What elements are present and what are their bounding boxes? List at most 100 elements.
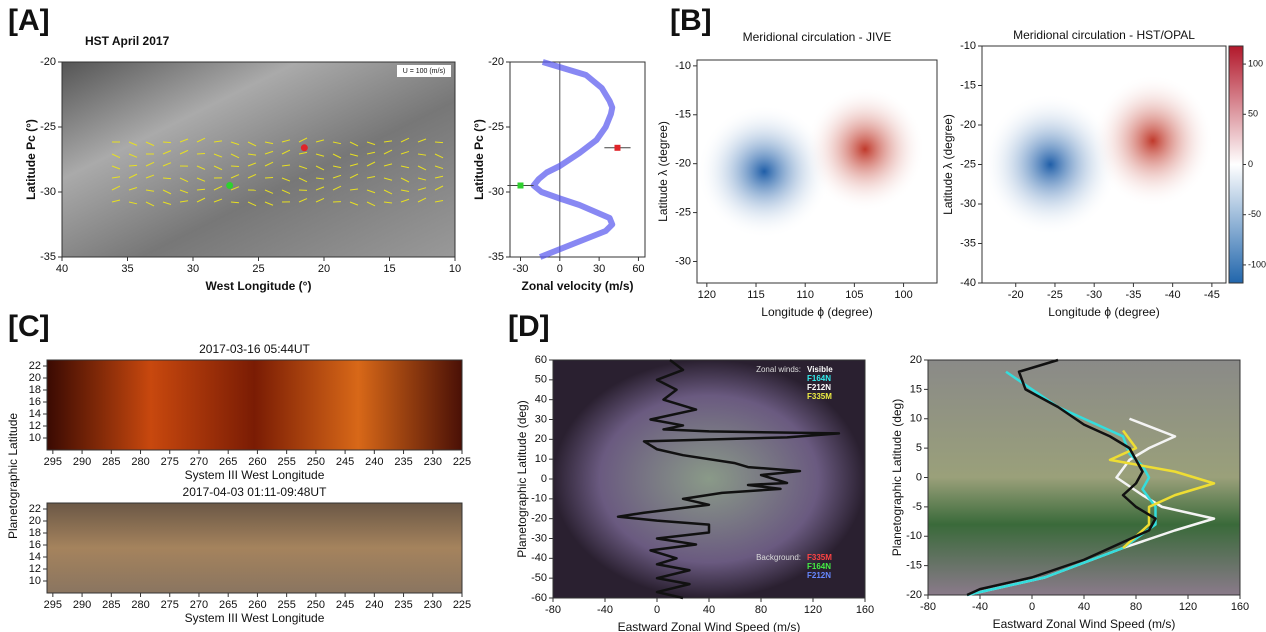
x-axis-label: Longitude ϕ (degree) (1048, 305, 1159, 319)
x-tick-label: 15 (383, 263, 395, 275)
y-tick-label: -5 (912, 501, 922, 513)
marker (301, 144, 308, 151)
x-tick-label: 255 (277, 456, 295, 468)
legend-entry: F335M (807, 392, 832, 401)
y-axis-label: Latitude λ (degree) (941, 114, 955, 215)
y-tick-label: -25 (40, 121, 56, 133)
colorbar-tick-label: -100 (1248, 259, 1266, 269)
y-tick-label: 22 (29, 503, 41, 515)
y-tick-label: 0 (916, 471, 922, 483)
y-tick-label: 20 (29, 372, 41, 384)
colorbar-tick-label: 50 (1248, 109, 1258, 119)
x-tick-label: 30 (187, 263, 199, 275)
x-tick-label: 285 (102, 456, 120, 468)
y-tick-label: 10 (29, 575, 41, 587)
x-tick-label: 285 (102, 599, 120, 611)
legend-entry: F212N (807, 571, 831, 580)
y-tick-label: -25 (960, 158, 976, 170)
x-tick-label: 115 (747, 289, 765, 301)
y-tick-label: 40 (535, 394, 547, 406)
x-tick-label: 250 (307, 456, 325, 468)
x-tick-label: 295 (44, 456, 62, 468)
x-tick-label: 120 (1179, 601, 1197, 613)
x-tick-label: 35 (121, 263, 133, 275)
x-tick-label: 235 (394, 599, 412, 611)
legend-entry: Visible (807, 365, 833, 374)
y-tick-label: 12 (29, 563, 41, 575)
y-tick-label: -50 (531, 572, 547, 584)
x-tick-label: 270 (190, 456, 208, 468)
y-tick-label: -40 (531, 552, 547, 564)
plot-background (47, 503, 462, 593)
x-axis-label: System III West Longitude (185, 468, 325, 482)
x-tick-label: 100 (894, 289, 912, 301)
y-tick-label: -20 (960, 119, 976, 131)
x-axis-label: Eastward Zonal Wind Speed (m/s) (618, 620, 801, 632)
x-tick-label: 230 (424, 456, 442, 468)
field-blob (805, 87, 925, 212)
y-tick-label: -20 (675, 158, 691, 170)
x-tick-label: 255 (277, 599, 295, 611)
y-tick-label: 0 (541, 473, 547, 485)
y-axis-label: Latitude Pc (°) (472, 119, 486, 200)
legend-title: Background: (756, 553, 801, 562)
x-tick-label: -80 (920, 601, 936, 613)
y-tick-label: -30 (675, 255, 691, 267)
panel-label: [C] (8, 310, 50, 343)
y-tick-label: -20 (40, 56, 56, 68)
y-tick-label: 18 (29, 527, 41, 539)
x-axis-label: Longitude ϕ (degree) (761, 305, 872, 319)
x-axis-label: System III West Longitude (185, 611, 325, 625)
y-tick-label: -35 (488, 251, 504, 263)
x-tick-label: 225 (453, 599, 471, 611)
panel-label: [B] (670, 4, 712, 37)
y-tick-label: 14 (29, 408, 41, 420)
x-tick-label: -30 (513, 263, 529, 275)
x-tick-label: -25 (1047, 289, 1063, 301)
y-tick-label: -30 (531, 532, 547, 544)
legend-entry: F164N (807, 374, 831, 383)
x-tick-label: 160 (856, 604, 874, 616)
x-tick-label: -80 (545, 604, 561, 616)
y-tick-label: 12 (29, 420, 41, 432)
x-tick-label: 0 (557, 263, 563, 275)
y-tick-label: 16 (29, 396, 41, 408)
y-tick-label: -15 (960, 79, 976, 91)
x-tick-label: 240 (365, 599, 383, 611)
point (517, 183, 523, 189)
y-tick-label: 5 (916, 442, 922, 454)
x-tick-label: 260 (248, 599, 266, 611)
y-tick-label: -30 (960, 198, 976, 210)
x-tick-label: 80 (1130, 601, 1142, 613)
y-tick-label: 18 (29, 384, 41, 396)
wind-vector (163, 142, 171, 143)
plot-background (47, 360, 462, 450)
plot-background (510, 62, 645, 257)
legend-title: Zonal winds: (756, 365, 801, 374)
y-axis-label: Latitude λ (degree) (656, 121, 670, 222)
panel-label: [A] (8, 4, 50, 37)
plot-title: Meridional circulation - HST/OPAL (1013, 28, 1195, 42)
x-tick-label: 225 (453, 456, 471, 468)
colorbar-tick-label: 0 (1248, 159, 1253, 169)
page: [A]40353025201510-20-25-30-35HST April 2… (0, 0, 1266, 632)
y-tick-label: 16 (29, 539, 41, 551)
x-tick-label: 290 (73, 599, 91, 611)
y-axis-label: Planetographic Latitude (6, 413, 20, 539)
y-axis-label: Latitude Pc (°) (24, 119, 38, 200)
x-tick-label: 275 (161, 599, 179, 611)
annotation: U = 100 (m/s) (403, 68, 446, 75)
y-tick-label: -10 (906, 530, 922, 542)
y-tick-label: 22 (29, 360, 41, 372)
x-tick-label: -45 (1204, 289, 1220, 301)
x-tick-label: -20 (1008, 289, 1024, 301)
colorbar-tick-label: 100 (1248, 58, 1263, 68)
y-tick-label: 15 (910, 383, 922, 395)
wind-vector (197, 153, 205, 154)
wind-vector (435, 142, 443, 143)
x-tick-label: 60 (632, 263, 644, 275)
x-tick-label: 280 (131, 599, 149, 611)
y-tick-label: 50 (535, 374, 547, 386)
x-tick-label: 265 (219, 456, 237, 468)
y-tick-label: 20 (910, 354, 922, 366)
